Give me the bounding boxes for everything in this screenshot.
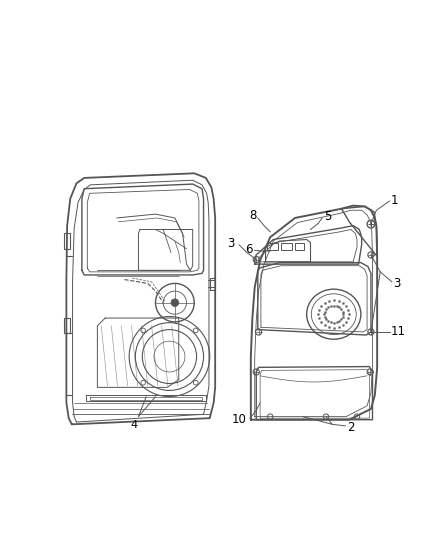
Circle shape [194,328,198,333]
Text: 5: 5 [324,210,331,223]
Text: 4: 4 [130,419,138,430]
Text: 1: 1 [391,194,399,207]
Text: 2: 2 [347,421,354,434]
Text: 6: 6 [245,243,252,256]
Circle shape [367,369,373,375]
Text: 3: 3 [227,237,235,250]
Circle shape [367,220,375,228]
Circle shape [368,329,374,335]
Text: 10: 10 [232,413,247,426]
Circle shape [253,256,259,263]
Circle shape [141,328,145,333]
Circle shape [194,381,198,385]
Circle shape [255,329,261,335]
Bar [64,318,70,334]
Circle shape [368,252,374,258]
Bar [64,233,70,249]
Circle shape [323,414,328,419]
Bar [267,243,278,251]
Bar [281,243,292,251]
Circle shape [268,414,273,419]
Text: 11: 11 [391,326,406,338]
Text: 3: 3 [393,277,401,290]
Circle shape [253,369,259,375]
Bar [210,278,215,290]
Bar [295,243,304,251]
Text: 8: 8 [249,209,256,222]
Circle shape [354,414,360,419]
Circle shape [171,299,179,306]
Circle shape [141,381,145,385]
